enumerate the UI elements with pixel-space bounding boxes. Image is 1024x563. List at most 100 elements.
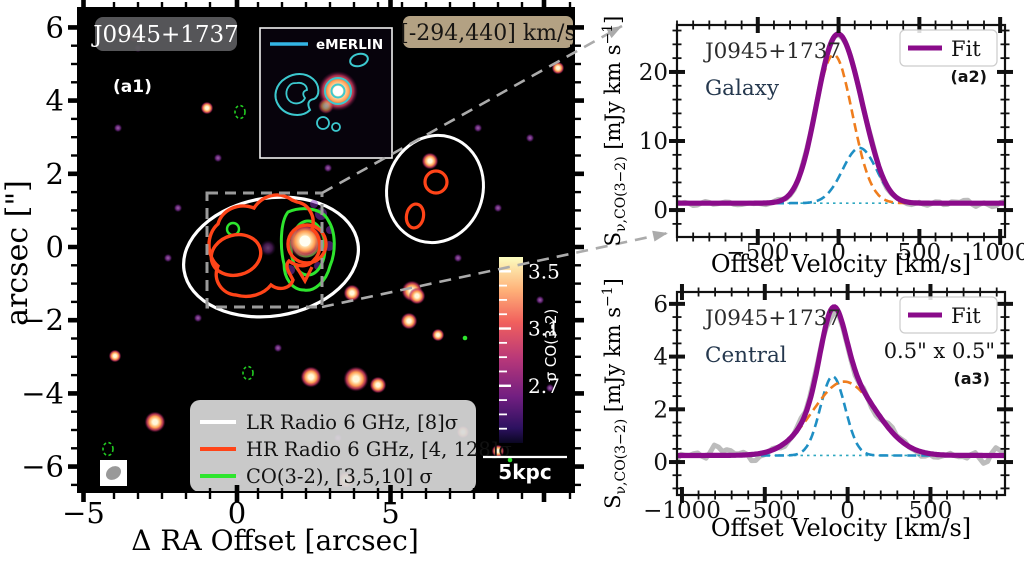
zoom-connector-line bbox=[321, 24, 623, 195]
sigma-noise-blob bbox=[310, 200, 318, 208]
inset-contour-s2 bbox=[331, 122, 341, 132]
spectrum-ytick-label: 4 bbox=[653, 345, 668, 371]
legend-box bbox=[190, 400, 476, 492]
hr-radio-contour-outer bbox=[207, 193, 322, 299]
map-ytick-label: −4 bbox=[21, 376, 64, 410]
speckle-core bbox=[414, 293, 420, 299]
spectrum-a2-legend: Fit bbox=[899, 29, 998, 67]
a2-legend-fit-label: Fit bbox=[951, 37, 981, 61]
speckle-core bbox=[349, 290, 355, 296]
legend-label-1: HR Radio 6 GHz, [4, 128]σ bbox=[246, 438, 512, 461]
source-badge-label: J0945+1737 bbox=[91, 22, 239, 48]
speckle-core bbox=[375, 382, 381, 388]
spectrum-ytick-label: 20 bbox=[639, 60, 668, 86]
spectrum-xtick-label: 1000 bbox=[971, 240, 1024, 266]
inset-contour-s1 bbox=[316, 116, 330, 130]
speckle-dim bbox=[193, 313, 203, 323]
colorbar-tick-label: 3.5 bbox=[528, 259, 560, 283]
hr-radio-contour-companion-2 bbox=[404, 202, 426, 230]
spectrum-a2-graphics: −500 0 500 1000 0 10 20 Sν,CO(3−2) [mJy km s−1] bbox=[600, 16, 1024, 266]
spectrum-ytick-label: 0 bbox=[653, 450, 668, 476]
scalebar-label: 5kpc bbox=[498, 460, 551, 484]
plot-area-a2 bbox=[678, 31, 1004, 210]
map-ytick-label: 0 bbox=[46, 230, 64, 264]
inset-contour-source-outer bbox=[324, 77, 352, 105]
spectrum-xtick-label: 0 bbox=[831, 240, 846, 266]
fit-curve bbox=[678, 31, 1004, 206]
colorbar-gradient bbox=[499, 257, 523, 443]
map-contour-legend: LR Radio 6 GHz, [8]σ HR Radio 6 GHz, [4, … bbox=[190, 400, 512, 492]
speckle-dim bbox=[493, 203, 503, 213]
speckle-dim bbox=[453, 253, 463, 263]
spectrum-ytick-label: 10 bbox=[639, 129, 668, 155]
speckle-core bbox=[556, 66, 560, 70]
lr-radio-contour-companion bbox=[385, 133, 485, 245]
inset-contour-kidney-outer bbox=[274, 73, 320, 116]
spectrum-frame bbox=[675, 290, 1007, 497]
velocity-range-badge: [-294,440] km/s bbox=[400, 16, 576, 48]
spectrum-xtick-label: −500 bbox=[733, 498, 796, 524]
aperture-size-label: 0.5" x 0.5" bbox=[884, 339, 995, 363]
spectrum-xtick-label: 0 bbox=[840, 498, 855, 524]
source-badge-box bbox=[95, 17, 237, 51]
beam-indicator bbox=[100, 460, 127, 486]
inset-contour-source-inner bbox=[330, 83, 346, 99]
panel-tag-a2: (a2) bbox=[950, 67, 987, 86]
speckle-dim bbox=[213, 153, 223, 163]
emerlin-legend-label: eMERLIN bbox=[316, 37, 383, 53]
speckle-core bbox=[427, 158, 433, 164]
plot-area-a3 bbox=[678, 304, 1004, 466]
gaussian-component-1 bbox=[678, 375, 1004, 457]
map-frame bbox=[77, 7, 575, 493]
spectrum-a3-xlabel: Offset Velocity [km/s] bbox=[711, 514, 971, 542]
a3-legend-fit-label: Fit bbox=[951, 304, 981, 328]
spectrum-frame bbox=[675, 23, 1007, 239]
zoom-connectors bbox=[321, 24, 669, 309]
colorbar-tick-label: 2.7 bbox=[528, 374, 560, 398]
map-yaxis-label: arcsec ["] bbox=[0, 180, 35, 326]
panel-tag-a1: (a1) bbox=[113, 77, 152, 97]
negative-co-contour bbox=[234, 104, 246, 120]
map-xaxis-label: Δ RA Offset [arcsec] bbox=[131, 524, 419, 557]
hr-radio-contour-hook bbox=[294, 265, 314, 285]
colorbar-label: σ CO(3-2) bbox=[542, 309, 560, 382]
spectrum-ytick-label: 0 bbox=[653, 198, 668, 224]
spectrum-ylabel: Sν,CO(3−2) [mJy km s−1] bbox=[600, 278, 629, 509]
legend-rows: LR Radio 6 GHz, [8]σ HR Radio 6 GHz, [4, … bbox=[200, 411, 512, 488]
speckle-dim bbox=[535, 295, 545, 305]
speckle-core bbox=[152, 419, 158, 425]
map-ytick-label: 2 bbox=[46, 157, 64, 191]
hr-radio-contour-kidney bbox=[209, 232, 263, 278]
spectrum-a3-subtitle: Central bbox=[705, 343, 787, 368]
speckle-dim bbox=[163, 253, 173, 263]
a3-legend-box bbox=[899, 296, 998, 334]
legend-label-0: LR Radio 6 GHz, [8]σ bbox=[246, 411, 458, 434]
inset-border bbox=[259, 27, 393, 159]
spectrum-xtick-label: 500 bbox=[897, 240, 941, 266]
map-ytick-label: 4 bbox=[46, 84, 64, 118]
map-contours bbox=[181, 133, 485, 319]
co-point bbox=[507, 457, 513, 463]
gaussian-component-2 bbox=[678, 146, 1004, 205]
speckle-core bbox=[496, 449, 500, 453]
inset-contour-ne bbox=[349, 52, 369, 68]
map-xtick-label: 5 bbox=[381, 496, 399, 530]
spectrum-a3-graphics: −1000 −500 0 500 0 2 4 6 Sν,CO(3−2) [mJy km s−1] bbox=[600, 278, 1013, 524]
fit-curve bbox=[678, 304, 1004, 459]
panel-tag-a3: (a3) bbox=[953, 369, 990, 388]
velocity-badge-label: [-294,440] km/s bbox=[400, 21, 575, 46]
colorbar: 2.7 3.1 3.5 σ CO(3-2) bbox=[499, 257, 560, 443]
beam-ellipse bbox=[106, 466, 121, 480]
map-xtick-label: 0 bbox=[228, 496, 246, 530]
observed-spectrum-line bbox=[678, 310, 1004, 466]
spectrum-xtick-label: −500 bbox=[726, 240, 789, 266]
speckle-core bbox=[205, 106, 209, 110]
map-axes: −5 0 5 6 4 2 0 −2 −4 −6 bbox=[21, 0, 584, 530]
emerlin-inset: eMERLIN bbox=[259, 27, 393, 159]
speckle-dim bbox=[545, 383, 555, 393]
spectrum-ylabel: Sν,CO(3−2) [mJy km s−1] bbox=[600, 16, 629, 247]
speckle-core bbox=[436, 333, 440, 337]
speckle-core bbox=[352, 375, 360, 383]
